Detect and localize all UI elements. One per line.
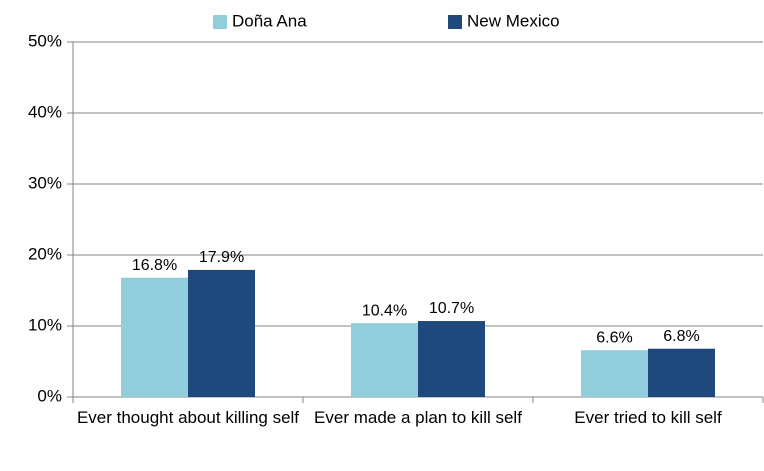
x-tick-label: Ever tried to kill self (574, 408, 722, 427)
x-tick-label: Ever made a plan to kill self (314, 408, 522, 427)
bar (648, 348, 715, 397)
value-label: 17.9% (199, 249, 244, 266)
legend-swatch (448, 15, 462, 29)
bar (188, 269, 255, 397)
y-tick-label: 30% (28, 173, 62, 192)
value-label: 10.7% (429, 300, 474, 317)
legend-swatch (213, 15, 227, 29)
value-label: 10.4% (362, 302, 407, 319)
y-tick-label: 40% (28, 102, 62, 121)
bar (581, 350, 648, 397)
bar (418, 321, 485, 397)
value-label: 16.8% (132, 257, 177, 274)
legend-label: Doña Ana (232, 11, 307, 30)
value-label: 6.6% (596, 329, 632, 346)
y-tick-label: 20% (28, 244, 62, 263)
y-tick-label: 50% (28, 31, 62, 50)
y-tick-label: 10% (28, 315, 62, 334)
legend-label: New Mexico (467, 11, 560, 30)
x-tick-label: Ever thought about killing self (76, 408, 300, 427)
bar (351, 323, 418, 397)
bar (121, 277, 188, 397)
y-tick-label: 0% (37, 386, 62, 405)
value-label: 6.8% (663, 328, 699, 345)
